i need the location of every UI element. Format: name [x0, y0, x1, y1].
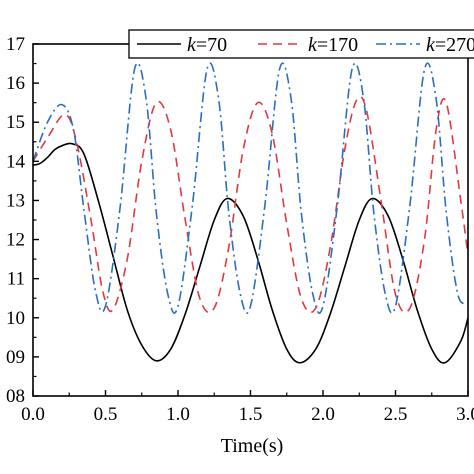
- x-tick-labels: 0.0 0.5 1.0 1.5 2.0 2.5 3.0: [21, 404, 474, 425]
- series-line-2: [33, 95, 468, 314]
- x-tick-label: 3.0: [456, 404, 474, 425]
- x-tick-label: 2.0: [311, 404, 335, 425]
- x-tick-label: 0.5: [94, 404, 118, 425]
- x-axis-title: Time(s): [221, 435, 284, 457]
- y-tick-label: 13: [6, 190, 25, 211]
- legend: k=70 k=170 k=270: [128, 29, 474, 59]
- legend-label-3: k=270: [426, 34, 474, 56]
- y-tick-label: 12: [6, 230, 25, 251]
- y-tick-label: 17: [6, 34, 25, 55]
- legend-label-var: k: [426, 34, 436, 56]
- y-tick-label: 16: [6, 73, 25, 94]
- ticks-layer: [32, 43, 469, 397]
- legend-label-value: =170: [317, 34, 358, 56]
- legend-label-var: k: [308, 34, 318, 56]
- legend-label-1: k=70: [187, 34, 227, 56]
- legend-label-value: =270: [435, 34, 474, 56]
- y-tick-labels: 08 09 10 11 12 13 14 15 16 17: [6, 34, 26, 407]
- y-tick-label: 15: [6, 112, 25, 133]
- legend-label-2: k=170: [308, 34, 358, 56]
- plot-frame: [32, 43, 469, 397]
- y-tick-label: 08: [6, 386, 25, 407]
- x-tick-label: 1.5: [239, 404, 263, 425]
- legend-label-value: =70: [196, 34, 227, 56]
- series-line-3: [33, 62, 468, 314]
- y-tick-label: 09: [6, 347, 25, 368]
- y-tick-label: 11: [7, 269, 25, 290]
- legend-label-var: k: [187, 34, 197, 56]
- x-tick-label: 1.0: [166, 404, 190, 425]
- x-tick-label: 0.0: [21, 404, 45, 425]
- y-tick-label: 10: [6, 308, 25, 329]
- y-tick-label: 14: [6, 151, 26, 172]
- series-layer: [33, 62, 468, 364]
- x-tick-label: 2.5: [384, 404, 408, 425]
- series-line-1: [33, 142, 468, 364]
